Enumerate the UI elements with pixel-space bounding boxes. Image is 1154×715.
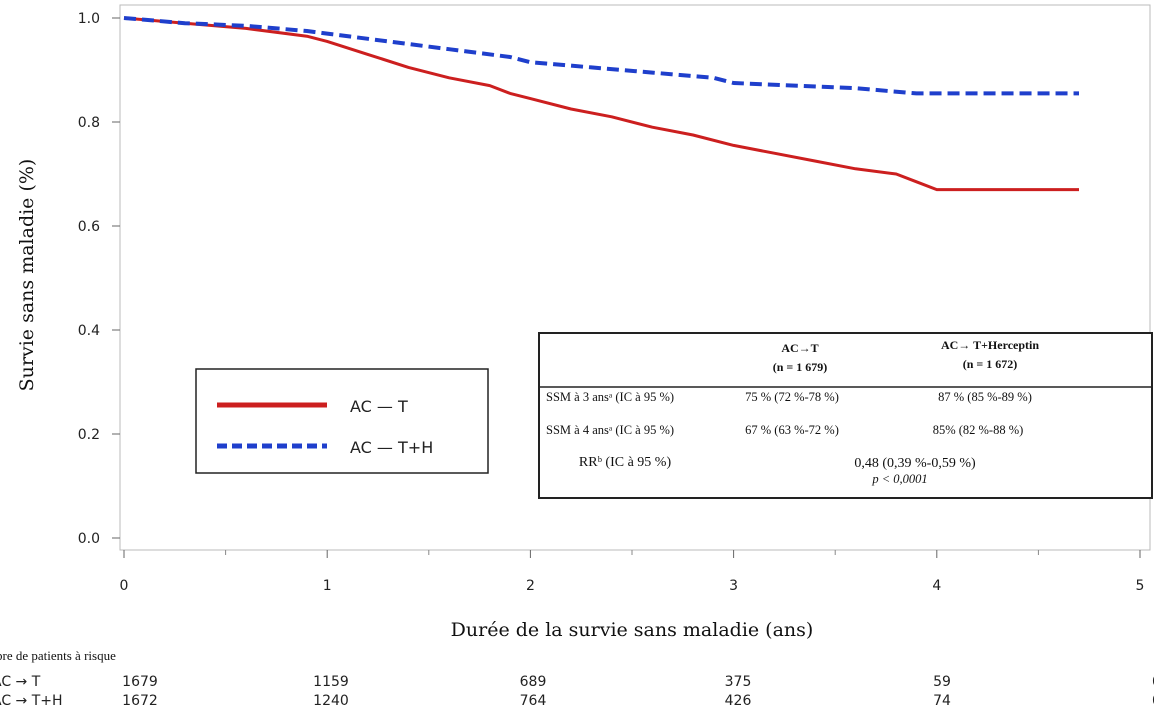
table-row1-ac-t: 75 % (72 %-78 %) (745, 390, 839, 404)
risk-heading: Nombre de patients à risque (0, 648, 116, 663)
series-line-ac-th (123, 16, 1079, 96)
legend-box (195, 368, 489, 474)
plot-frame (119, 4, 1151, 551)
x-tick-label: 4 (932, 578, 941, 594)
risk-value: 764 (520, 693, 547, 709)
risk-value: 426 (725, 693, 752, 709)
x-tick-label: 1 (323, 578, 332, 594)
y-tick-label: 0.6 (78, 219, 100, 235)
x-tick-label: 3 (729, 578, 738, 594)
table-row2-ac-th: 85% (82 %-88 %) (933, 423, 1024, 437)
table-box (538, 332, 1153, 499)
x-ticks: 0 1 2 3 4 5 (120, 550, 1145, 594)
y-tick-label: 0.0 (78, 531, 100, 547)
table-row1-label: SSM à 3 ansᵃ (IC à 95 %) (546, 390, 674, 404)
risk-value: 1159 (313, 674, 349, 690)
legend-label-ac-t: AC — T (350, 397, 408, 416)
table-header-ac-th-n: (n = 1 672) (963, 357, 1018, 371)
risk-value: 1672 (122, 693, 158, 709)
table-header-ac-t: AC→T (781, 341, 818, 355)
x-tick-label: 0 (120, 578, 129, 594)
x-axis-label: Durée de la survie sans maladie (ans) (451, 619, 814, 641)
risk-value: 1240 (313, 693, 349, 709)
risk-value: 0 (1152, 674, 1154, 690)
table-row3-p: p < 0,0001 (871, 472, 927, 486)
results-table: AC→T (n = 1 679) AC→ T+Herceptin (n = 1 … (538, 332, 1153, 499)
series-group (123, 16, 1079, 192)
legend: AC — T AC — T+H (195, 368, 489, 474)
risk-value: 59 (933, 674, 951, 690)
table-row3-value: 0,48 (0,39 %-0,59 %) (854, 456, 976, 471)
y-tick-label: 1.0 (78, 11, 100, 27)
table-row3-label: RRᵇ (IC à 95 %) (579, 455, 672, 470)
y-tick-label: 0.4 (78, 323, 100, 339)
risk-value: 74 (933, 693, 951, 709)
y-ticks: 0.0 0.2 0.4 0.6 0.8 1.0 (78, 11, 120, 547)
risk-value: 1679 (122, 674, 158, 690)
table-header-ac-th: AC→ T+Herceptin (941, 338, 1039, 352)
risk-values: 1679 1159 689 375 59 0 1672 1240 764 426 74 0 (122, 674, 1154, 709)
table-row1-ac-th: 87 % (85 %-89 %) (938, 390, 1032, 404)
risk-value: 375 (725, 674, 752, 690)
risk-row2-label: AC → T+H (0, 693, 63, 709)
y-tick-label: 0.2 (78, 427, 100, 443)
risk-value: 689 (520, 674, 547, 690)
y-axis-label: Survie sans maladie (%) (16, 159, 38, 392)
y-tick-label: 0.8 (78, 115, 100, 131)
table-row2-label: SSM à 4 ansᵃ (IC à 95 %) (546, 423, 674, 437)
x-tick-label: 5 (1136, 578, 1145, 594)
risk-value: 0 (1152, 693, 1154, 709)
series-line-ac-t (123, 16, 1079, 192)
table-header-ac-t-n: (n = 1 679) (773, 360, 828, 374)
risk-row1-label: AC → T (0, 674, 41, 690)
legend-label-ac-th: AC — T+H (350, 438, 433, 457)
x-tick-label: 2 (526, 578, 535, 594)
table-row2-ac-t: 67 % (63 %-72 %) (745, 423, 839, 437)
